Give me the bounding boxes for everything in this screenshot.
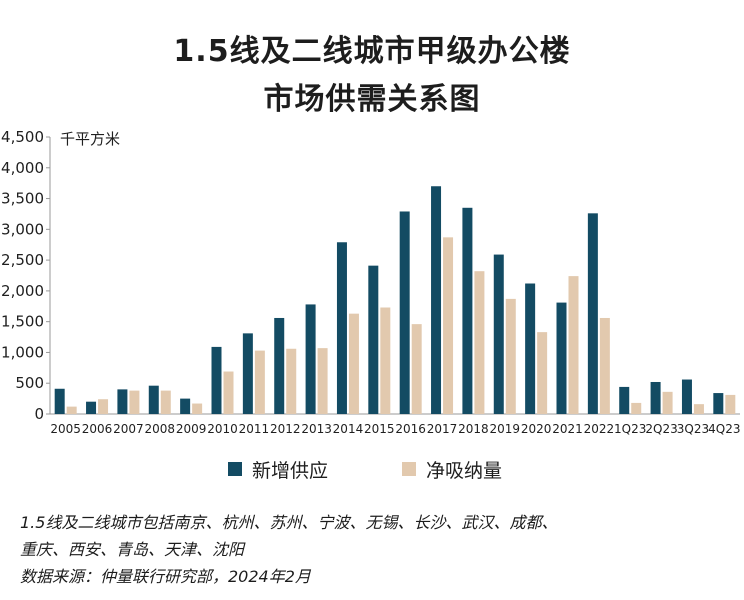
bar-absorption (160, 390, 171, 414)
bar-supply (399, 211, 410, 414)
bar-absorption (286, 348, 297, 414)
bar-supply (493, 254, 504, 414)
bar-supply (274, 317, 285, 414)
bar-supply (86, 401, 97, 414)
bar-absorption (411, 324, 422, 414)
bar-supply (525, 283, 536, 414)
x-tick-label: 2008 (144, 422, 175, 436)
x-tick-label: 3Q23 (677, 422, 709, 436)
chart-title-line2: 市场供需关系图 (263, 82, 481, 117)
bar-absorption (317, 348, 328, 414)
x-tick-label: 1Q23 (614, 422, 646, 436)
bar-supply (587, 213, 598, 414)
bar-absorption (348, 313, 359, 414)
x-tick-label: 2012 (270, 422, 301, 436)
bar-supply (556, 302, 567, 414)
legend-label-absorption: 净吸纳量 (426, 459, 503, 482)
bar-supply (431, 186, 442, 414)
bar-absorption (98, 399, 109, 414)
x-tick-label: 4Q23 (708, 422, 740, 436)
x-tick-label: 2015 (364, 422, 395, 436)
y-tick-label: 4,000 (1, 159, 44, 177)
y-tick-label: 1,000 (1, 343, 44, 361)
legend-swatch-absorption (402, 462, 416, 476)
y-tick-label: 500 (15, 374, 44, 392)
y-tick-label: 4,500 (1, 128, 44, 146)
y-tick-label: 2,000 (1, 282, 44, 300)
bar-absorption (693, 404, 704, 414)
legend-swatch-supply (228, 462, 242, 476)
x-tick-label: 2019 (489, 422, 520, 436)
x-tick-label: 2Q23 (645, 422, 677, 436)
bar-supply (650, 381, 661, 414)
bar-absorption (599, 317, 610, 414)
bar-absorption (537, 332, 548, 414)
x-tick-label: 2006 (82, 422, 113, 436)
legend-item-absorption: 净吸纳量 (402, 456, 502, 482)
y-tick-label: 1,500 (1, 313, 44, 331)
legend-item-supply: 新增供应 (228, 456, 328, 482)
bar-supply (180, 398, 191, 414)
x-tick-label: 2017 (427, 422, 458, 436)
bar-supply (211, 346, 222, 414)
y-tick-label: 3,500 (1, 190, 44, 208)
bar-absorption (254, 350, 265, 414)
bar-supply (148, 385, 159, 414)
bar-absorption (380, 307, 391, 414)
y-tick-label: 3,000 (1, 220, 44, 238)
bar-absorption (223, 371, 234, 414)
bar-absorption (662, 391, 673, 414)
chart-title-line1: 1.5线及二线城市甲级办公楼 (173, 34, 571, 69)
bar-supply (336, 242, 347, 414)
x-tick-label: 2014 (333, 422, 364, 436)
bar-absorption (474, 271, 485, 414)
y-tick-label: 0 (34, 405, 44, 423)
x-tick-label: 2022 (584, 422, 615, 436)
bar-chart: 0 500 1,000 1,500 2,000 2,500 3,000 3,500 4,000 4… (1, 128, 740, 436)
legend-label-supply: 新增供应 (252, 459, 329, 482)
footnote-source: 数据来源：仲量联行研究部，2024年2月 (20, 567, 311, 586)
bar-absorption (192, 403, 203, 414)
x-tick-label: 2009 (176, 422, 207, 436)
bar-absorption (568, 276, 579, 414)
bar-absorption (505, 298, 516, 414)
bar-supply (462, 207, 473, 414)
x-tick-label: 2013 (301, 422, 332, 436)
bar-supply (117, 389, 128, 414)
bar-supply (242, 333, 253, 414)
x-tick-label: 2021 (552, 422, 583, 436)
bar-absorption (66, 406, 77, 414)
x-tick-label: 2020 (521, 422, 552, 436)
bar-supply (619, 386, 630, 414)
x-tick-label: 2011 (239, 422, 270, 436)
x-tick-label: 2005 (50, 422, 81, 436)
bar-supply (368, 265, 379, 414)
bar-absorption (631, 402, 642, 414)
bar-supply (305, 304, 316, 414)
footnote-cities: 1.5线及二线城市包括南京、杭州、苏州、宁波、无锡、长沙、武汉、成都、 (20, 513, 558, 532)
bar-supply (681, 379, 692, 414)
x-tick-label: 2010 (207, 422, 238, 436)
footnote-cities-cont: 重庆、西安、青岛、天津、沈阳 (20, 540, 245, 559)
bar-supply (54, 388, 65, 414)
x-tick-label: 2007 (113, 422, 144, 436)
bar-supply (713, 393, 724, 414)
y-tick-label: 2,500 (1, 251, 44, 269)
y-axis-unit-label: 千平方米 (60, 130, 120, 148)
bar-absorption (725, 394, 736, 414)
bar-absorption (129, 390, 140, 414)
bar-absorption (443, 237, 454, 414)
x-tick-label: 2018 (458, 422, 489, 436)
x-tick-label: 2016 (395, 422, 426, 436)
